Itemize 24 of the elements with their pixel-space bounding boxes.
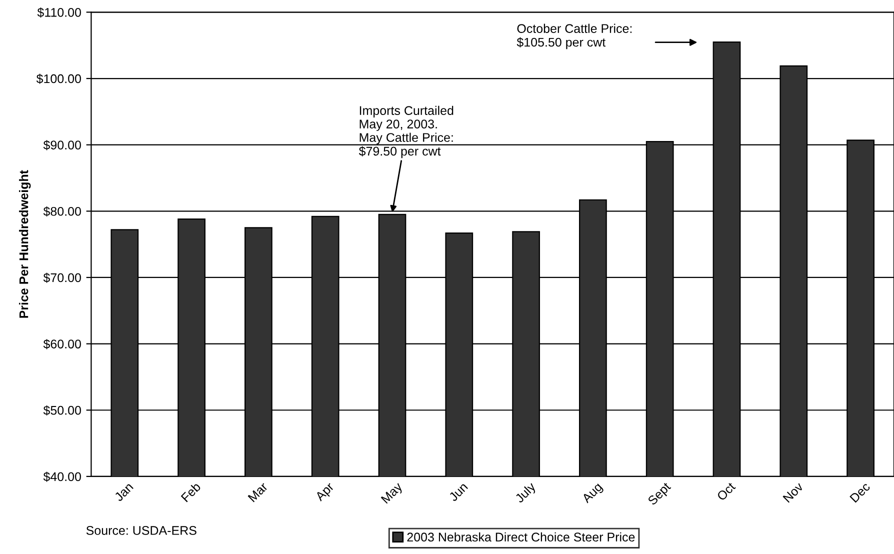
x-tick-label: Mar [248, 482, 268, 502]
y-axis-title: Price Per Hundredweight [19, 170, 31, 318]
y-tick-label: $70.00 [43, 272, 81, 283]
legend-label: 2003 Nebraska Direct Choice Steer Price [407, 532, 635, 542]
y-tick-label: $80.00 [43, 206, 81, 217]
x-tick-label: Aug [581, 482, 604, 506]
y-tick-label: $110.00 [37, 7, 81, 18]
x-tick-label: Apr [314, 482, 336, 504]
x-tick-label: Nov [782, 482, 804, 503]
x-tick-label: July [514, 481, 538, 506]
annotation: October Cattle Price: $105.50 per cwt [516, 24, 632, 50]
x-tick-label: Dec [850, 482, 871, 503]
source-note: Source: USDA-ERS [86, 526, 196, 535]
y-tick-label: $60.00 [43, 339, 81, 350]
x-tick-label: Jan [114, 482, 134, 502]
x-tick-label: Jun [448, 482, 468, 502]
x-tick-label: Feb [180, 482, 202, 502]
y-tick-label: $90.00 [43, 140, 81, 150]
y-tick-label: $40.00 [43, 472, 81, 482]
x-tick-label: Oct [716, 482, 736, 502]
x-tick-label: May [380, 482, 405, 506]
annotation: Imports Curtailed May 20, 2003. May Cattle Price: $79.50 per cwt [358, 106, 454, 158]
y-tick-label: $50.00 [43, 405, 81, 416]
y-tick-label: $100.00 [36, 74, 81, 84]
